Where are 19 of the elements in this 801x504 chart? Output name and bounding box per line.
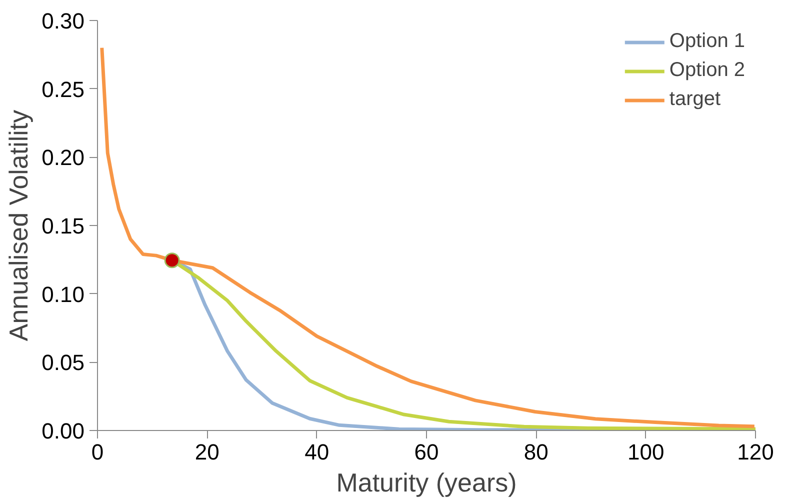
y-tick-label: 0.30 <box>42 8 85 34</box>
legend-label: Option 2 <box>669 59 745 82</box>
y-tick-label: 0.05 <box>42 350 85 376</box>
y-tick-label: 0.20 <box>42 145 85 170</box>
y-tick-label: 0.15 <box>42 214 85 238</box>
x-tick-label: 100 <box>627 440 664 464</box>
y-tick-label: 0.00 <box>42 418 85 444</box>
legend-label: Option 1 <box>669 30 745 53</box>
x-tick-label: 80 <box>524 440 548 464</box>
x-tick-label: 0 <box>91 440 104 464</box>
x-tick-label: 120 <box>737 440 774 464</box>
y-tick-label: 0.25 <box>42 76 85 102</box>
x-axis-title: Maturity (years) <box>336 468 517 498</box>
x-tick-label: 20 <box>194 440 220 464</box>
y-tick-label: 0.10 <box>42 282 85 307</box>
x-tick-label: 60 <box>414 440 439 464</box>
y-axis-title: Annualised Volatility <box>4 110 34 342</box>
x-tick-label: 40 <box>304 440 330 464</box>
legend-label: target <box>669 88 721 111</box>
